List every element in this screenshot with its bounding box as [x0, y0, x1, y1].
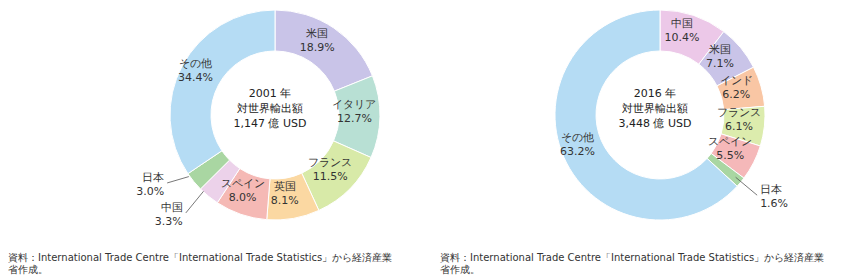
svg-text:1.6%: 1.6%	[760, 197, 788, 210]
svg-text:3.3%: 3.3%	[155, 215, 183, 228]
svg-text:その他: その他	[561, 131, 594, 144]
svg-text:18.9%: 18.9%	[300, 41, 335, 54]
svg-text:6.1%: 6.1%	[725, 120, 753, 133]
svg-text:フランス: フランス	[308, 156, 352, 169]
svg-text:米国: 米国	[709, 43, 731, 56]
html-text:対世界輸出額: 対世界輸出額	[237, 102, 303, 115]
svg-text:日本: 日本	[142, 171, 164, 184]
svg-text:5.5%: 5.5%	[716, 149, 744, 162]
svg-text:8.1%: 8.1%	[271, 194, 299, 207]
html-text:2001 年: 2001 年	[248, 87, 292, 100]
html-text:対世界輸出額: 対世界輸出額	[622, 102, 688, 115]
html-text:資料：International Trade Centre「: 資料：International Trade Centre「Internatio…	[8, 252, 393, 275]
svg-text:11.5%: 11.5%	[313, 170, 348, 183]
svg-text:8.0%: 8.0%	[229, 191, 257, 204]
html-text:3,448 億 USD: 3,448 億 USD	[618, 117, 692, 130]
svg-text:英国: 英国	[274, 180, 296, 193]
svg-text:3.0%: 3.0%	[136, 185, 164, 198]
svg-text:7.1%: 7.1%	[706, 57, 734, 70]
svg-text:スペイン: スペイン	[708, 135, 752, 148]
svg-text:63.2%: 63.2%	[560, 145, 595, 158]
svg-text:その他: その他	[179, 57, 212, 70]
html-text:資料：International Trade Centre「: 資料：International Trade Centre「Internatio…	[440, 252, 825, 275]
svg-text:10.4%: 10.4%	[665, 31, 700, 44]
svg-text:インド: インド	[720, 74, 753, 87]
svg-text:34.4%: 34.4%	[178, 71, 213, 84]
svg-text:中国: 中国	[671, 17, 693, 30]
svg-text:米国: 米国	[306, 27, 328, 40]
svg-text:フランス: フランス	[717, 106, 761, 119]
svg-text:イタリア: イタリア	[332, 98, 376, 111]
svg-text:中国: 中国	[161, 201, 183, 214]
html-text:2016 年: 2016 年	[633, 87, 677, 100]
svg-text:日本: 日本	[760, 183, 782, 196]
html-text:1,147 億 USD: 1,147 億 USD	[233, 117, 307, 130]
svg-text:スペイン: スペイン	[221, 177, 265, 190]
svg-text:12.7%: 12.7%	[337, 112, 372, 125]
svg-text:6.2%: 6.2%	[722, 88, 750, 101]
